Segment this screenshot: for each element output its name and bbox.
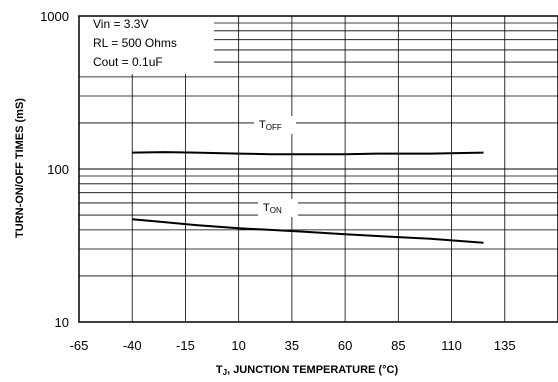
conditions-legend: Vin = 3.3V RL = 500 Ohms Cout = 0.1uF (79, 16, 214, 74)
x-tick-label: 60 (338, 338, 352, 353)
x-tick-label: -15 (176, 338, 195, 353)
x-tick-label: 85 (391, 338, 405, 353)
y-tick-label: 100 (47, 162, 69, 177)
series-labels: TOFF TON (254, 116, 298, 217)
y-tick-label: 1000 (40, 9, 69, 24)
series-label-ton: TON (263, 202, 282, 215)
x-tick-label: 135 (494, 338, 516, 353)
x-tick-label: 35 (285, 338, 299, 353)
x-tick-label: -65 (70, 338, 89, 353)
y-axis-title: TURN-ON/OFF TIMES (mS) (14, 98, 26, 238)
x-axis-title: TJ, JUNCTION TEMPERATURE (°C) (216, 364, 399, 377)
x-tick-label: 10 (231, 338, 245, 353)
series-label-box-ton (258, 199, 298, 217)
x-tick-label: -40 (123, 338, 142, 353)
series-label-ton-main: T (263, 202, 270, 214)
y-tick-labels: 10 100 1000 (40, 9, 69, 330)
series-line-off (132, 151, 484, 156)
series-label-toff-sub: OFF (266, 123, 282, 132)
condition-vin: Vin = 3.3V (93, 17, 149, 31)
x-axis-title-main: T (216, 364, 223, 376)
x-axis-title-rest: , JUNCTION TEMPERATURE (°C) (227, 364, 398, 376)
series-layer (132, 151, 484, 244)
series-label-box-toff (254, 116, 296, 134)
series-label-toff: TOFF (259, 119, 282, 132)
y-tick-label: 10 (55, 315, 69, 330)
x-axis-title-sub: J (223, 368, 227, 377)
x-tick-label: 110 (441, 338, 462, 353)
series-line-on (132, 218, 484, 244)
condition-cout: Cout = 0.1uF (93, 55, 163, 69)
series-label-toff-main: T (259, 119, 266, 131)
series-label-ton-sub: ON (270, 206, 282, 215)
plot-border (78, 15, 558, 323)
x-tick-labels: -65 -40 -15 10 35 60 85 110 135 (70, 338, 516, 353)
condition-rl: RL = 500 Ohms (93, 36, 177, 50)
conditions-box (79, 16, 214, 74)
